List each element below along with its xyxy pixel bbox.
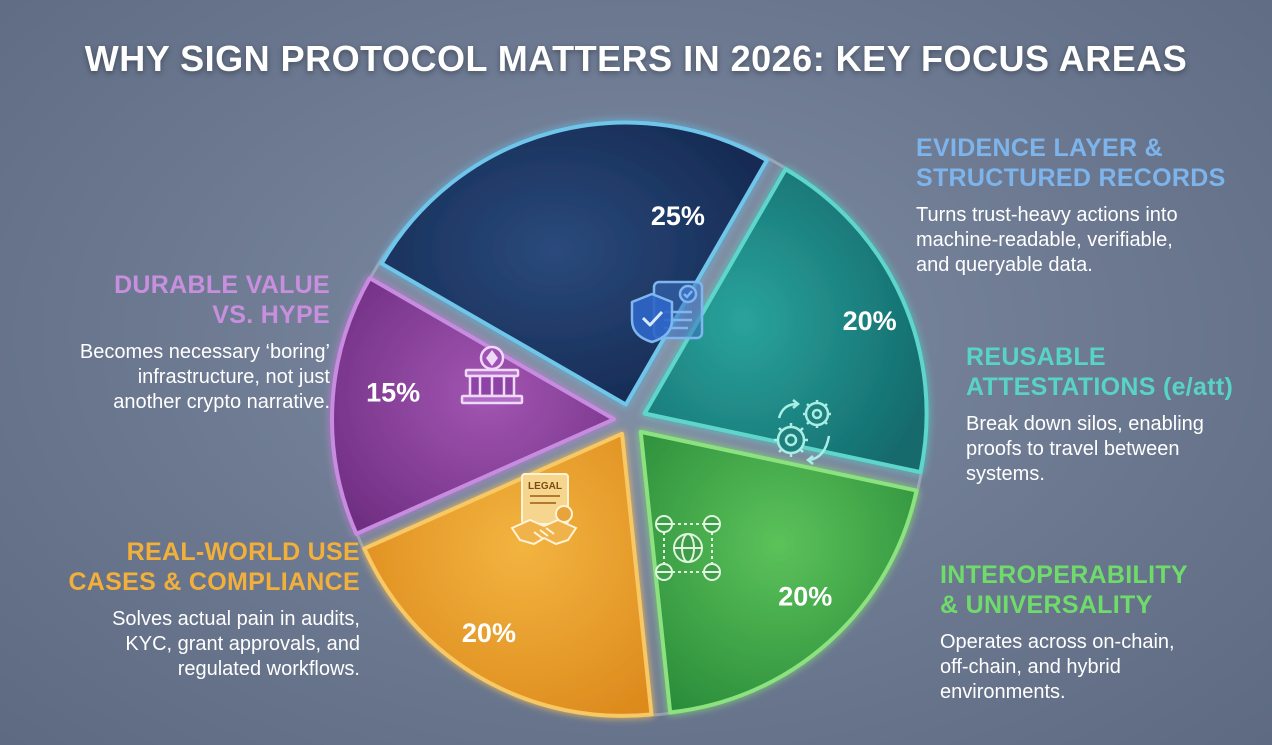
desc-line: Break down silos, enabling [966, 413, 1204, 435]
slice-value-label: 20% [843, 306, 897, 336]
page-title: WHY SIGN PROTOCOL MATTERS IN 2026: KEY F… [84, 38, 1188, 79]
legal-handshake-icon: LEGAL [510, 473, 578, 546]
callout-evidence-heading: EVIDENCE LAYER & STRUCTURED RECORDS [916, 133, 1256, 193]
callout-interop-desc: Operates across on-chain, off-chain, and… [940, 630, 1260, 705]
desc-line: infrastructure, not just [137, 366, 330, 388]
desc-line: off-chain, and hybrid [940, 656, 1121, 678]
callout-interop-heading: INTEROPERABILITY & UNIVERSALITY [940, 560, 1260, 620]
desc-line: systems. [966, 463, 1045, 485]
shield-document-icon [630, 280, 704, 344]
desc-line: Solves actual pain in audits, [112, 608, 360, 630]
desc-line: machine-readable, verifiable, [916, 229, 1173, 251]
callout-durable-desc: Becomes necessary ‘boring’ infrastructur… [20, 340, 330, 415]
callout-realworld: REAL-WORLD USE CASES & COMPLIANCE Solves… [30, 537, 360, 682]
slice-value-label: 20% [462, 618, 516, 648]
callout-attestations: REUSABLE ATTESTATIONS (e/att) Break down… [966, 342, 1266, 487]
pie-value-labels: 25% 20% 20% 20% 15% [366, 201, 897, 648]
pie-slice [638, 429, 919, 715]
callout-evidence-desc: Turns trust-heavy actions into machine-r… [916, 203, 1256, 278]
heading-line: ATTESTATIONS (e/att) [966, 373, 1234, 401]
heading-line: & UNIVERSALITY [940, 591, 1153, 619]
callout-attestations-desc: Break down silos, enabling proofs to tra… [966, 412, 1266, 487]
callout-durable: DURABLE VALUE VS. HYPE Becomes necessary… [20, 270, 330, 415]
gears-icon [774, 399, 831, 465]
heading-line: EVIDENCE LAYER & [916, 134, 1163, 162]
heading-line: VS. HYPE [212, 301, 330, 329]
pie-slice [379, 120, 769, 407]
desc-line: Becomes necessary ‘boring’ [79, 341, 330, 363]
pie-slice [642, 167, 929, 475]
heading-line: REUSABLE [966, 343, 1106, 371]
heading-line: STRUCTURED RECORDS [916, 164, 1226, 192]
desc-line: regulated workflows. [177, 658, 360, 680]
connected-globes-icon [655, 515, 721, 581]
callout-interop: INTEROPERABILITY & UNIVERSALITY Operates… [940, 560, 1260, 705]
slice-value-label: 15% [366, 378, 420, 408]
desc-line: and queryable data. [916, 254, 1093, 276]
slice-value-label: 20% [778, 581, 832, 611]
pie-slice [330, 276, 617, 536]
heading-line: REAL-WORLD USE [126, 538, 360, 566]
desc-line: KYC, grant approvals, and [125, 633, 360, 655]
heading-line: INTEROPERABILITY [940, 561, 1188, 589]
callout-realworld-desc: Solves actual pain in audits, KYC, grant… [30, 607, 360, 682]
desc-line: Turns trust-heavy actions into [916, 204, 1178, 226]
crypto-pedestal-icon [460, 345, 524, 405]
pie-slice [362, 431, 654, 718]
desc-line: another crypto narrative. [113, 391, 330, 413]
heading-line: DURABLE VALUE [114, 271, 330, 299]
desc-line: Operates across on-chain, [940, 631, 1175, 653]
slice-value-label: 25% [651, 201, 705, 231]
callout-realworld-heading: REAL-WORLD USE CASES & COMPLIANCE [30, 537, 360, 597]
svg-text:LEGAL: LEGAL [528, 481, 562, 492]
callout-evidence: EVIDENCE LAYER & STRUCTURED RECORDS Turn… [916, 133, 1256, 278]
callout-attestations-heading: REUSABLE ATTESTATIONS (e/att) [966, 342, 1266, 402]
callout-durable-heading: DURABLE VALUE VS. HYPE [20, 270, 330, 330]
pie-slices [330, 120, 929, 718]
heading-line: CASES & COMPLIANCE [68, 568, 360, 596]
desc-line: proofs to travel between [966, 438, 1180, 460]
desc-line: environments. [940, 681, 1066, 703]
